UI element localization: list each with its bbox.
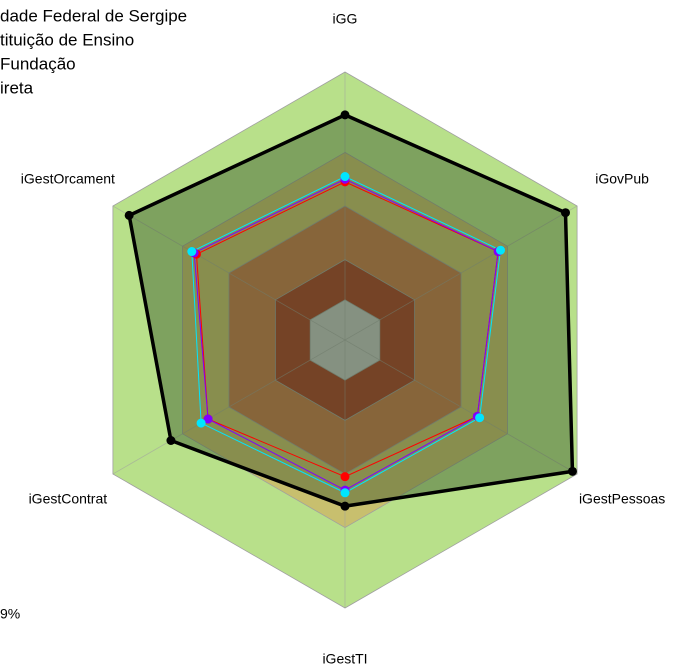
point: [196, 418, 206, 428]
point: [124, 210, 134, 220]
point: [340, 472, 350, 482]
point: [340, 110, 350, 120]
axis-label: iGG: [333, 11, 358, 27]
axis-label: iGestTI: [322, 651, 367, 667]
point: [567, 466, 577, 476]
spoke: [112, 205, 346, 341]
axis-label: iGestContrat: [29, 491, 108, 507]
annotation: 9%: [0, 606, 20, 622]
spoke: [344, 205, 578, 341]
point: [187, 247, 197, 257]
point: [340, 501, 350, 511]
point: [340, 172, 350, 182]
legend-label: ireta: [0, 78, 34, 97]
spoke: [112, 339, 346, 475]
point: [496, 245, 506, 255]
legend-label: Fundação: [0, 54, 76, 73]
axis-label: iGovPub: [595, 171, 649, 187]
point: [340, 488, 350, 498]
point: [560, 208, 570, 218]
axis-label: iGestPessoas: [579, 491, 665, 507]
axis-label: iGestOrcament: [21, 171, 115, 187]
legend-label: dade Federal de Sergipe: [0, 6, 187, 25]
spoke: [344, 339, 578, 475]
point: [166, 436, 176, 445]
point: [203, 414, 213, 424]
legend-label: tituição de Ensino: [0, 30, 134, 49]
point: [475, 413, 485, 423]
